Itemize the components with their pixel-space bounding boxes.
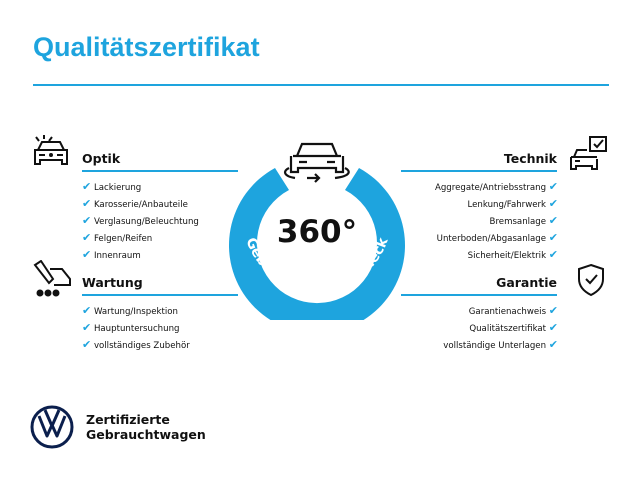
check-icon: ✔ — [548, 321, 558, 334]
check-icon: ✔ — [82, 197, 92, 210]
check-icon: ✔ — [82, 321, 92, 334]
check-icon: ✔ — [82, 231, 92, 244]
list-item: ✔ Wartung/Inspektion — [82, 304, 178, 317]
list-item: ✔ Verglasung/Beleuchtung — [82, 214, 199, 227]
garantie-divider — [401, 294, 557, 296]
technik-list: Aggregate/Antriebsstrang ✔ Lenkung/Fahrw… — [435, 179, 558, 264]
check-icon: ✔ — [82, 338, 92, 351]
list-item: ✔ Karosserie/Anbauteile — [82, 197, 188, 210]
check-icon: ✔ — [548, 214, 558, 227]
list-item: vollständige Unterlagen ✔ — [443, 338, 558, 351]
list-item: Garantienachweis ✔ — [468, 304, 558, 317]
list-item: Qualitätszertifikat ✔ — [469, 321, 558, 334]
car-light-icon — [34, 135, 68, 165]
vw-logo-icon — [30, 405, 74, 449]
list-item: ✔ Lackierung — [82, 180, 142, 193]
list-item: ✔ vollständiges Zubehör — [82, 338, 190, 351]
optik-divider — [82, 170, 238, 172]
car-check-icon — [570, 136, 607, 170]
car-rotate-icon — [284, 142, 350, 183]
list-item: Aggregate/Antriebsstrang ✔ — [434, 180, 558, 193]
check-icon: ✔ — [82, 180, 92, 193]
optik-heading: Optik — [82, 151, 121, 166]
check-icon: ✔ — [548, 197, 558, 210]
check-icon: ✔ — [548, 304, 558, 317]
degrees-label: 360° — [277, 214, 357, 250]
wartung-list: ✔ Wartung/Inspektion ✔ Hauptuntersuchung… — [82, 303, 190, 354]
wartung-divider — [82, 294, 238, 296]
title-divider — [33, 84, 609, 86]
check-icon: ✔ — [548, 248, 558, 261]
list-item: Bremsanlage ✔ — [489, 214, 558, 227]
check-icon: ✔ — [548, 180, 558, 193]
service-car-icon — [33, 260, 71, 297]
list-item: ✔ Felgen/Reifen — [82, 231, 153, 244]
garantie-list: Garantienachweis ✔ Qualitätszertifikat ✔… — [443, 303, 558, 354]
garantie-heading: Garantie — [496, 275, 557, 290]
brand-name: Zertifizierte Gebrauchtwagen — [86, 412, 206, 442]
optik-list: ✔ Lackierung ✔ Karosserie/Anbauteile ✔ V… — [82, 179, 199, 264]
360-check-badge: 360° Gebrauchtwagen-Check — [229, 142, 405, 320]
shield-check-icon — [578, 263, 604, 297]
technik-divider — [401, 170, 557, 172]
check-icon: ✔ — [82, 304, 92, 317]
list-item: Unterboden/Abgasanlage ✔ — [436, 231, 558, 244]
check-icon: ✔ — [548, 338, 558, 351]
check-icon: ✔ — [548, 231, 558, 244]
technik-heading: Technik — [503, 151, 557, 166]
list-item: Lenkung/Fahrwerk ✔ — [467, 197, 558, 210]
wartung-heading: Wartung — [82, 275, 143, 290]
page-title: Qualitätszertifikat — [33, 32, 260, 62]
list-item: ✔ Hauptuntersuchung — [82, 321, 180, 334]
list-item: ✔ Innenraum — [82, 248, 141, 261]
list-item: Sicherheit/Elektrik ✔ — [467, 248, 558, 261]
check-icon: ✔ — [82, 214, 92, 227]
check-icon: ✔ — [82, 248, 92, 261]
